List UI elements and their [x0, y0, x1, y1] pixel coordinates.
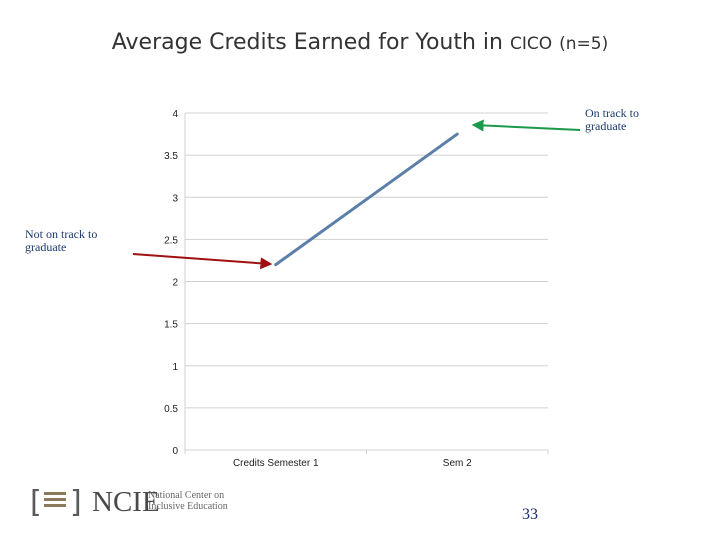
series-line — [274, 132, 459, 267]
title-n: (n=5) — [559, 34, 609, 54]
y-tick-label: 0 — [172, 446, 178, 457]
ncie-logo: [ ] NCIE National Center on Inclusive Ed… — [30, 485, 235, 520]
chart-title: Average Credits Earned for Youth in CICO… — [0, 30, 720, 55]
logo-bracket-left: [ — [30, 485, 42, 520]
logo-full-name: National Center on Inclusive Education — [148, 490, 228, 512]
title-main: Average Credits Earned for Youth in — [111, 30, 503, 55]
y-axis-tick-labels: 0 0.5 1 1.5 2 2.5 3 3.5 4 — [164, 109, 178, 457]
annotation-arrows — [132, 119, 581, 270]
x-axis-tick-labels: Credits Semester 1 Sem 2 — [233, 458, 472, 469]
x-tick-label: Credits Semester 1 — [233, 458, 319, 469]
series-lines — [274, 132, 459, 267]
not-on-track-arrow — [132, 253, 273, 270]
x-tick-label: Sem 2 — [443, 458, 472, 469]
y-tick-label: 0.5 — [164, 404, 178, 415]
title-cico: CICO — [509, 34, 553, 54]
logo-bracket-right: ] — [70, 485, 82, 520]
y-tick-label: 3 — [172, 193, 178, 204]
y-tick-label: 2.5 — [164, 235, 178, 246]
y-tick-label: 1 — [172, 362, 178, 373]
on-track-arrow — [471, 119, 581, 132]
page-number: 33 — [522, 506, 538, 523]
y-tick-label: 2 — [172, 278, 178, 289]
logo-bars-icon — [44, 492, 66, 510]
y-tick-label: 3.5 — [164, 151, 178, 162]
not-on-track-annotation: Not on track to graduate — [25, 227, 98, 254]
logo-acronym: NCIE — [92, 486, 160, 518]
y-tick-label: 1.5 — [164, 320, 178, 331]
y-tick-label: 4 — [172, 109, 178, 120]
on-track-annotation: On track to graduate — [585, 106, 639, 133]
gridlines — [184, 112, 549, 454]
